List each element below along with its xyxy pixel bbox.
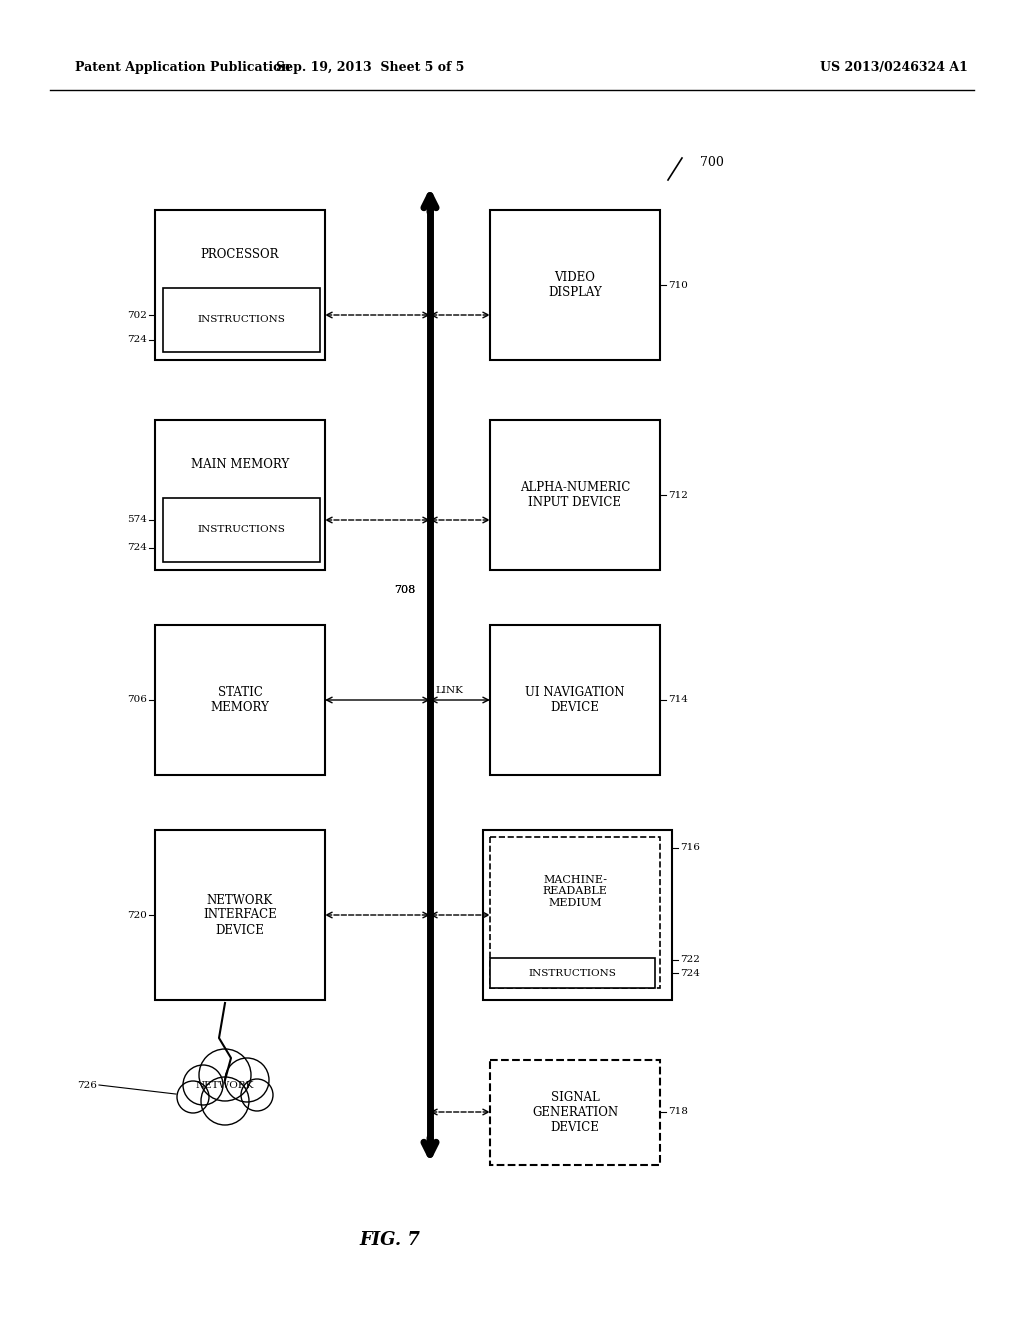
Text: 714: 714	[668, 696, 688, 705]
Text: INSTRUCTIONS: INSTRUCTIONS	[198, 525, 286, 535]
Bar	[490, 958, 655, 987]
Text: VIDEO
DISPLAY: VIDEO DISPLAY	[548, 271, 602, 300]
Bar	[155, 420, 325, 570]
Bar	[490, 1060, 660, 1166]
Text: 710: 710	[668, 281, 688, 289]
Text: INSTRUCTIONS: INSTRUCTIONS	[528, 969, 616, 978]
Circle shape	[177, 1081, 209, 1113]
Text: LINK: LINK	[435, 686, 463, 696]
Text: 724: 724	[127, 335, 147, 345]
Text: 708: 708	[394, 585, 415, 595]
Bar	[163, 288, 319, 352]
Bar	[490, 624, 660, 775]
Text: Sep. 19, 2013  Sheet 5 of 5: Sep. 19, 2013 Sheet 5 of 5	[275, 62, 464, 74]
Circle shape	[241, 1078, 273, 1111]
Text: SIGNAL
GENERATION
DEVICE: SIGNAL GENERATION DEVICE	[531, 1092, 618, 1134]
Text: 722: 722	[680, 956, 699, 965]
Bar	[483, 830, 672, 1001]
Text: STATIC
MEMORY: STATIC MEMORY	[211, 686, 269, 714]
Text: US 2013/0246324 A1: US 2013/0246324 A1	[820, 62, 968, 74]
Text: PROCESSOR: PROCESSOR	[201, 248, 280, 261]
Text: DRIVE UNIT: DRIVE UNIT	[542, 840, 613, 850]
Bar	[155, 624, 325, 775]
Text: MACHINE-
READABLE
MEDIUM: MACHINE- READABLE MEDIUM	[543, 875, 607, 908]
Text: 720: 720	[127, 911, 147, 920]
Bar	[155, 210, 325, 360]
Text: FIG. 7: FIG. 7	[359, 1232, 421, 1249]
Bar	[490, 210, 660, 360]
Text: Patent Application Publication: Patent Application Publication	[75, 62, 291, 74]
Text: 726: 726	[77, 1081, 97, 1089]
Text: 706: 706	[127, 696, 147, 705]
Text: 574: 574	[127, 516, 147, 524]
Text: 700: 700	[700, 157, 724, 169]
Bar	[490, 420, 660, 570]
Text: NETWORK
INTERFACE
DEVICE: NETWORK INTERFACE DEVICE	[203, 894, 276, 936]
Circle shape	[225, 1059, 269, 1102]
Text: NETWORK: NETWORK	[196, 1081, 254, 1089]
Text: 718: 718	[668, 1107, 688, 1117]
Text: 712: 712	[668, 491, 688, 499]
Circle shape	[199, 1049, 251, 1101]
Text: INSTRUCTIONS: INSTRUCTIONS	[198, 315, 286, 325]
Text: 708: 708	[394, 585, 415, 595]
Bar	[155, 830, 325, 1001]
Circle shape	[183, 1065, 223, 1105]
Circle shape	[201, 1077, 249, 1125]
Bar	[163, 498, 319, 562]
Text: 724: 724	[680, 969, 699, 978]
Bar	[490, 837, 660, 987]
Text: UI NAVIGATION
DEVICE: UI NAVIGATION DEVICE	[525, 686, 625, 714]
Text: MAIN MEMORY: MAIN MEMORY	[190, 458, 289, 471]
Text: 724: 724	[127, 544, 147, 553]
Text: ALPHA-NUMERIC
INPUT DEVICE: ALPHA-NUMERIC INPUT DEVICE	[520, 480, 630, 510]
Text: 716: 716	[680, 843, 699, 853]
Text: 702: 702	[127, 310, 147, 319]
